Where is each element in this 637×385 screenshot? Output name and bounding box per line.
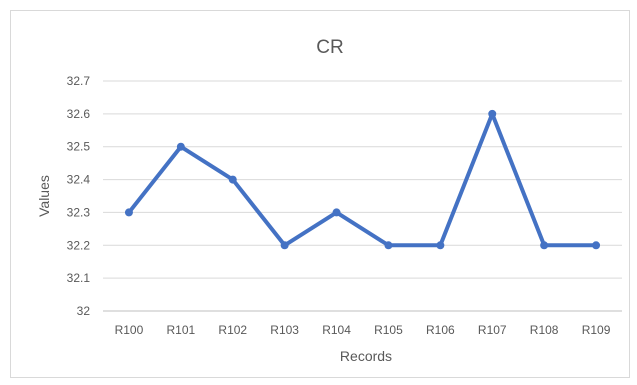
x-tick-label: R101 (167, 323, 196, 337)
data-point (540, 241, 549, 250)
data-points (124, 109, 601, 250)
x-tick-label: R107 (478, 323, 507, 337)
y-tick-label: 32.5 (67, 140, 91, 154)
x-tick-label: R105 (374, 323, 403, 337)
data-point (176, 142, 185, 151)
chart-title: CR (316, 37, 343, 58)
y-tick-label: 32.6 (67, 107, 91, 121)
series-line (126, 111, 599, 248)
y-tick-label: 32.2 (67, 238, 91, 252)
x-tick-labels: R100 R101 R102 R103 R104 R105 R106 R107 R108 R109 (115, 323, 611, 337)
y-tick-label: 32.1 (67, 271, 91, 285)
y-tick-label: 32 (77, 304, 91, 318)
x-axis-title: Records (340, 348, 392, 364)
x-tick-label: R106 (426, 323, 455, 337)
y-axis-title: Values (36, 175, 52, 217)
y-tick-label: 32.4 (67, 173, 91, 187)
y-tick-labels: 32 32.1 32.2 32.3 32.4 32.5 32.6 32.7 (67, 74, 91, 318)
data-point (488, 109, 497, 118)
data-point (592, 241, 601, 250)
x-tick-label: R100 (115, 323, 144, 337)
data-point (436, 241, 445, 250)
x-tick-label: R103 (270, 323, 299, 337)
y-tick-label: 32.7 (67, 74, 91, 88)
x-tick-label: R109 (582, 323, 611, 337)
x-tick-label: R102 (218, 323, 247, 337)
gridlines (103, 80, 622, 312)
data-point (280, 241, 289, 250)
data-point (124, 208, 133, 217)
data-point (384, 241, 393, 250)
x-tick-label: R104 (322, 323, 351, 337)
y-tick-label: 32.3 (67, 205, 91, 219)
data-point (228, 175, 237, 184)
data-point (332, 208, 341, 217)
chart-area (10, 10, 630, 378)
x-tick-label: R108 (530, 323, 559, 337)
